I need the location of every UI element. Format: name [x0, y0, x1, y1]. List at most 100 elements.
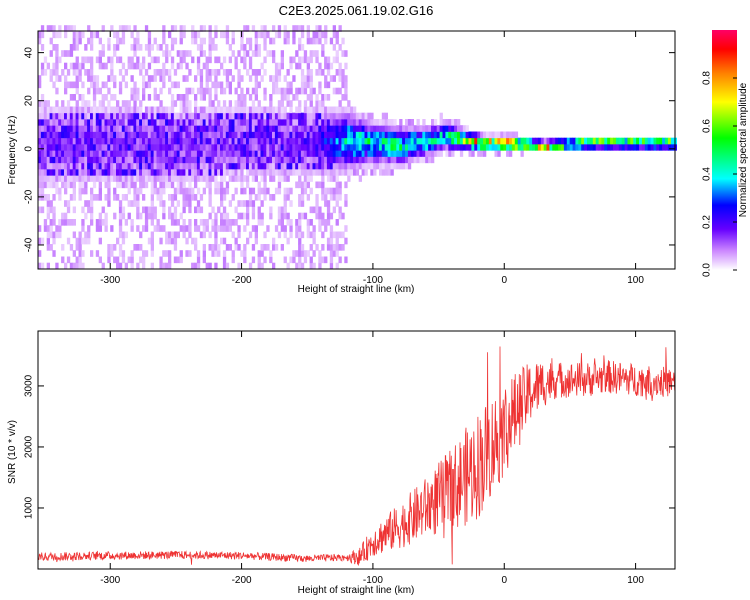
spectrogram-cell — [176, 81, 180, 89]
spectrogram-cell — [379, 137, 383, 145]
spectrogram-cell — [300, 156, 305, 164]
spectrogram-cell — [40, 187, 45, 195]
spectrogram-cell — [234, 119, 238, 126]
spectrogram-cell — [231, 131, 235, 139]
spectrogram-cell — [104, 94, 108, 101]
spectrogram-cell — [121, 237, 126, 245]
spectrogram-cell — [217, 137, 221, 145]
spectrogram-cell — [578, 144, 582, 151]
spectrogram-cell — [237, 175, 241, 182]
spectrogram-cell — [376, 137, 380, 145]
spectrogram-cell — [72, 150, 76, 157]
spectrogram-cell — [451, 125, 455, 132]
spectrogram-cell — [208, 200, 212, 207]
spectrogram-cell — [618, 137, 623, 145]
spectrogram-cell — [202, 62, 206, 70]
spectrogram-cell — [52, 131, 56, 139]
spectrogram-cell — [81, 31, 85, 39]
spectrogram-cell — [396, 131, 400, 139]
spectrogram-cell — [321, 50, 325, 57]
spectrogram-cell — [104, 131, 108, 139]
spectrogram-cell — [480, 131, 484, 139]
spectrogram-cell — [480, 144, 484, 151]
spectrogram-cell — [269, 125, 273, 132]
spectrogram-cell — [188, 87, 192, 95]
spectrogram-cell — [87, 112, 91, 120]
spectrogram-cell — [457, 144, 461, 151]
spectrogram-cell — [173, 244, 178, 251]
spectrogram-cell — [78, 262, 82, 270]
spectrogram-cell — [240, 169, 244, 176]
spectrogram-cell — [306, 231, 310, 239]
spectrogram-cell — [344, 94, 348, 101]
spectrogram-cell — [64, 219, 68, 226]
spectrogram-cell — [208, 31, 212, 39]
spectrogram-cell — [107, 256, 111, 264]
spectrogram-cell — [326, 144, 331, 151]
spectrogram-cell — [321, 187, 325, 195]
spectrogram-cell — [370, 169, 374, 176]
spectrogram-cell — [165, 181, 169, 189]
spectrogram-cell — [118, 175, 123, 182]
spectrogram-cell — [156, 106, 160, 114]
spectrogram-cell — [124, 194, 128, 201]
spectrogram-cell — [144, 175, 149, 182]
spectrogram-cell — [558, 137, 562, 145]
spectrogram-cell — [182, 119, 186, 126]
spectrogram-cell — [240, 75, 244, 82]
spectrogram-cell — [95, 175, 100, 182]
spectrogram-cell — [133, 131, 137, 139]
spectrogram-cell — [38, 106, 42, 114]
spectrogram-cell — [165, 50, 169, 57]
spectrogram-cell — [101, 125, 105, 132]
spectrogram-cell — [329, 250, 334, 257]
spectrogram-cell — [251, 50, 256, 57]
spectrogram-cell — [170, 37, 175, 45]
spectrogram-cell — [188, 169, 192, 176]
spectrogram-cell — [168, 125, 172, 132]
spectrogram-cell — [248, 162, 253, 170]
spectrogram-cell — [353, 106, 357, 114]
spectrogram-cell — [266, 131, 270, 139]
spectrogram-cell — [49, 137, 53, 145]
spectrogram-cell — [61, 144, 65, 151]
spectrogram-cell — [43, 56, 48, 64]
spectrogram-cell — [156, 194, 160, 201]
spectrogram-cell — [254, 50, 258, 57]
colorbar: 0.00.20.40.60.8 Normalized spectral ampl… — [702, 30, 749, 277]
spectrogram-cell — [303, 162, 308, 170]
spectrogram-cell — [144, 156, 149, 164]
spectrogram-cell — [182, 219, 186, 226]
spectrogram-cell — [69, 162, 74, 170]
spectrogram-cell — [150, 56, 154, 64]
spectrogram-cell — [124, 112, 128, 120]
spectrogram-cell — [127, 137, 131, 145]
spectrogram-cell — [283, 156, 287, 164]
spectrogram-cell — [46, 162, 50, 170]
spectrogram-cell — [43, 137, 48, 145]
spectrogram-cell — [644, 137, 649, 145]
spectrogram-cell — [40, 100, 45, 107]
spectrogram-cell — [40, 112, 45, 120]
spectrogram-cell — [113, 162, 117, 170]
spectrogram-cell — [194, 181, 198, 189]
spectrogram-cell — [364, 112, 368, 120]
spectrogram-cell — [217, 244, 221, 251]
spectrogram-cell — [318, 219, 322, 226]
spectrogram-cell — [208, 125, 212, 132]
spectrogram-cell — [176, 144, 180, 151]
spectrogram-cell — [309, 56, 313, 64]
spectrogram-cell — [147, 175, 152, 182]
spectrogram-cell — [118, 125, 123, 132]
spectrogram-cell — [159, 137, 163, 145]
spectrogram-cell — [243, 244, 247, 251]
spectrogram-cell — [445, 119, 449, 126]
spectrogram-cell — [38, 237, 42, 245]
spectrogram-cell — [312, 137, 316, 145]
spectrogram-cell — [248, 231, 253, 239]
spectrogram-cell — [246, 175, 250, 182]
spectrogram-cell — [40, 150, 45, 157]
spectrogram-cell — [159, 194, 163, 201]
spectrogram-cell — [315, 162, 319, 170]
spectrogram-cell — [332, 244, 336, 251]
